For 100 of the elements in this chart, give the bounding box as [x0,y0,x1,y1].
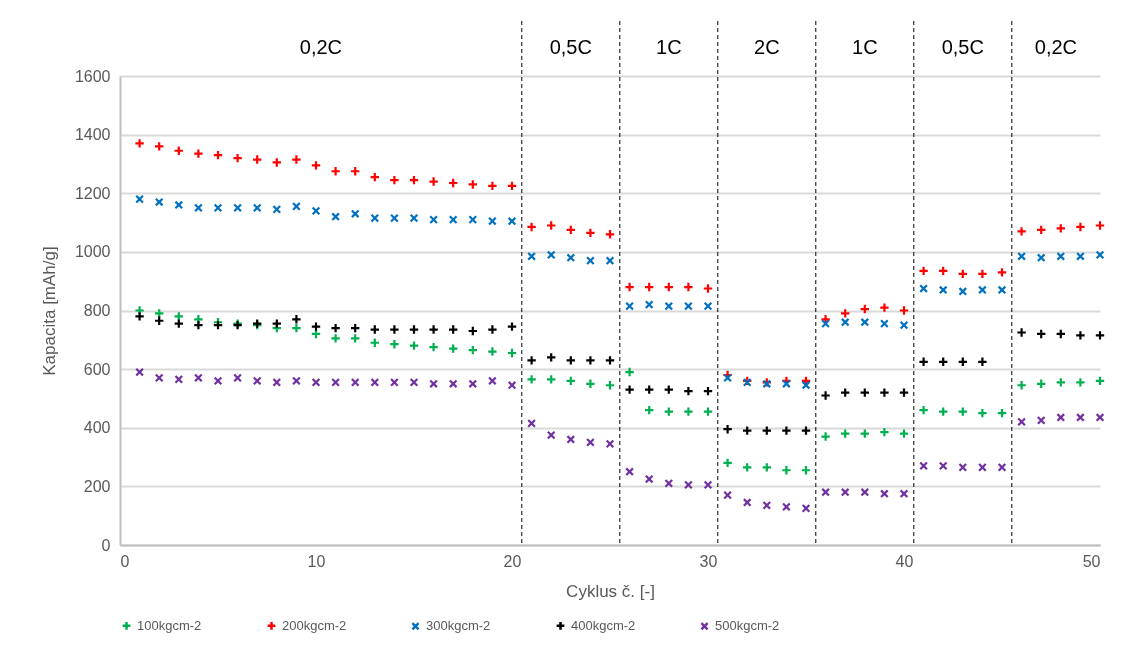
point [566,435,576,444]
point [997,462,1007,472]
point [879,387,890,398]
point [507,216,517,226]
point [507,380,517,390]
point [174,374,184,384]
point [389,377,399,387]
point [781,425,792,436]
y-tick-label: 1000 [74,243,111,261]
point [1095,250,1105,260]
point [331,377,341,387]
point [919,284,929,293]
point [683,301,693,311]
point [546,250,556,260]
point [193,148,204,159]
point [624,281,635,293]
y-axis-title: Kapacita [mAh/g] [39,246,59,376]
point [291,154,302,165]
point [291,201,301,211]
y-tick-label: 1600 [74,67,111,85]
point [605,439,615,449]
point [526,355,537,366]
point [370,377,380,387]
point [860,317,870,327]
point [625,301,635,311]
point [879,302,890,313]
text: 1C [852,36,878,58]
legend-label: 100kgcm-2 [137,617,202,633]
point [683,281,694,293]
point [860,487,870,497]
point [527,418,537,428]
x-tick-label: 20 [503,552,522,570]
point [370,213,380,223]
x-tick-label: 40 [895,552,914,570]
point [664,479,674,488]
point [958,462,968,472]
point [213,376,223,386]
point [1017,251,1027,261]
point [938,461,948,471]
point [468,379,478,389]
legend-label: 500kgcm-2 [715,618,780,634]
point [997,285,1007,295]
point [350,209,360,219]
point [820,431,831,442]
x-tick-label: 30 [699,552,718,570]
point [1075,413,1085,422]
point [193,373,203,383]
point [879,319,889,329]
point [311,206,321,216]
point [1056,413,1066,422]
point [233,373,243,383]
point [919,461,929,471]
point [429,215,439,225]
text: 0,2C [1034,36,1078,58]
point [762,500,772,510]
point [840,487,850,497]
point [898,387,910,398]
point [408,324,420,335]
point [703,301,713,311]
point [977,285,987,295]
point [1017,417,1027,427]
point [585,256,595,266]
point [702,283,714,294]
point [252,376,262,386]
point [1075,251,1085,261]
point [585,437,595,447]
point [742,498,752,507]
point [664,301,674,311]
legend-label: 400kgcm-2 [571,617,636,633]
point [154,373,164,383]
point [899,320,909,330]
point [174,200,184,210]
point [1016,226,1027,237]
point [154,197,164,207]
point [487,324,498,335]
point [644,474,654,484]
point [448,215,458,225]
point [624,366,635,378]
point [683,406,694,417]
point [272,377,282,387]
point [566,253,576,263]
point [899,489,909,499]
point [1036,253,1046,263]
point [1016,327,1027,338]
point [213,203,223,213]
point [1095,413,1105,422]
text: 0,5C [941,36,984,58]
x-axis-title: Cyklus č. [-] [566,581,655,601]
point [958,287,968,296]
point [781,379,791,389]
point [310,160,322,171]
y-tick-label: 600 [83,360,111,378]
point [644,300,654,310]
legend-label: 200kgcm-2 [282,617,347,633]
point [311,377,321,387]
point [429,379,439,389]
point [1075,330,1086,341]
point [723,490,733,500]
point [468,215,478,225]
point [820,390,831,401]
